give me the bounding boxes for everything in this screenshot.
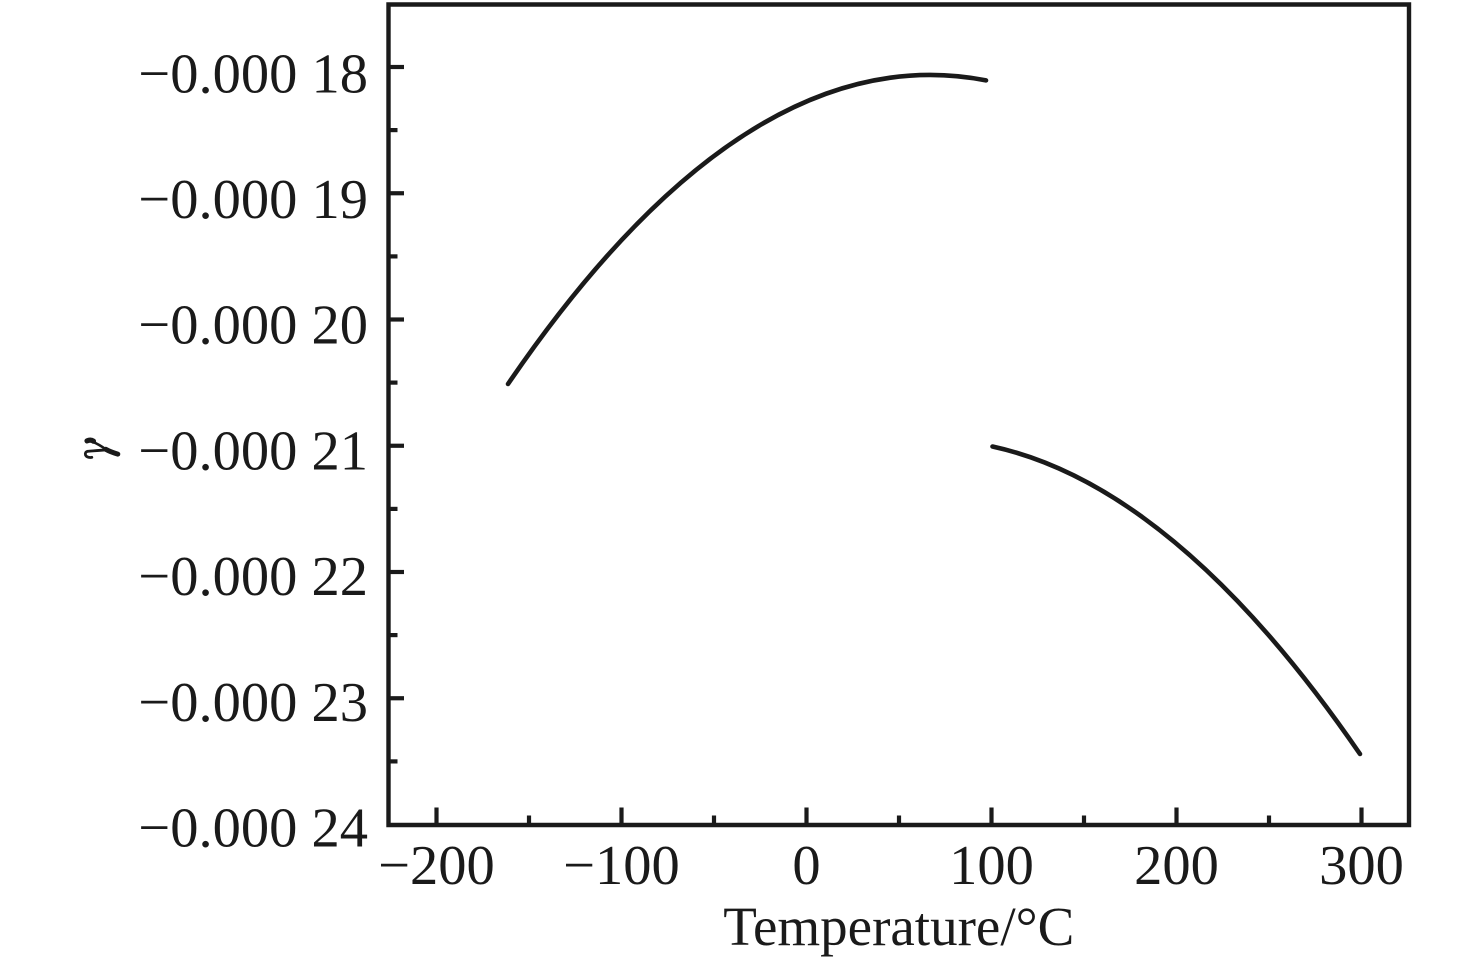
svg-text:−0.000 18: −0.000 18 [138,43,368,105]
svg-text:−0.000 23: −0.000 23 [138,672,368,734]
svg-text:−0.000 20: −0.000 20 [138,295,368,357]
svg-text:−0.000 19: −0.000 19 [138,169,368,231]
svg-text:300: 300 [1319,835,1404,897]
svg-text:−100: −100 [563,835,680,897]
svg-text:−200: −200 [378,835,495,897]
svg-text:−0.000 22: −0.000 22 [138,546,368,608]
svg-text:100: 100 [949,835,1034,897]
svg-text:Temperature/°C: Temperature/°C [723,896,1074,957]
svg-text:0: 0 [792,835,820,897]
svg-text:200: 200 [1134,835,1219,897]
svg-text:−0.000 24: −0.000 24 [138,798,368,860]
svg-text:−0.000 21: −0.000 21 [138,420,368,482]
